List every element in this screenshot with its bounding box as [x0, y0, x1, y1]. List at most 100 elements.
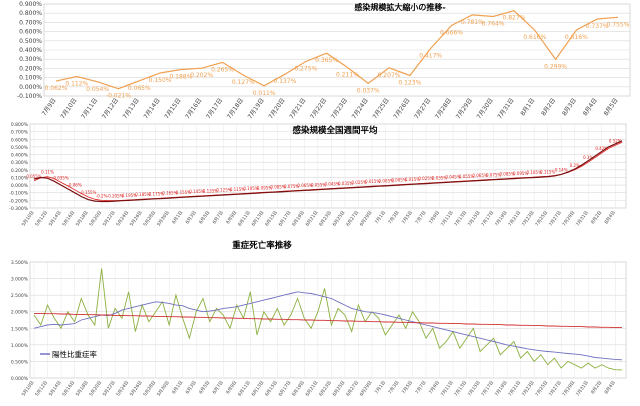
- data-label: 0.265%: [211, 66, 234, 73]
- x-tick-label: 6月11日: [237, 380, 252, 398]
- data-label: -0.195%: [120, 193, 137, 198]
- x-tick-label: 6月19日: [291, 210, 306, 228]
- x-tick-label: 5月22日: [102, 210, 117, 228]
- x-tick-label: 7月3日: [387, 380, 400, 396]
- x-tick-label: 7月7日: [414, 210, 427, 226]
- data-label: -0.065%: [296, 183, 313, 188]
- x-tick-label: 7月3日: [387, 210, 400, 226]
- y-tick-label: 0.000%: [11, 183, 29, 189]
- chart-panel-1: -0.100% 0.000% 0.100% 0.200% 0.300% 0.400% 0.5…: [0, 0, 640, 122]
- data-label: 0.105%: [527, 170, 542, 175]
- x-tick-label: 6月7日: [212, 380, 225, 396]
- x-tick-label: 7月25日: [534, 380, 549, 398]
- data-label: 0.045%: [445, 175, 460, 180]
- data-label: 0.52%: [609, 138, 622, 143]
- data-label: 0.065%: [128, 85, 151, 92]
- x-tick-label: 6月27日: [345, 210, 360, 228]
- x-tick-label: 8月5日: [603, 97, 620, 117]
- x-tick-label: 5月14日: [48, 210, 63, 228]
- data-label: 0.755%: [607, 21, 630, 28]
- x-tick-label: 7月15日: [163, 97, 182, 120]
- data-label: 0.11%: [41, 170, 54, 175]
- x-tick-label: 7月5日: [401, 210, 414, 226]
- x-tick-label: 7月11日: [440, 210, 455, 228]
- data-label: 0.123%: [398, 79, 421, 86]
- data-label: -0.165%: [161, 191, 178, 196]
- data-label: 0.616%: [565, 34, 588, 41]
- x-tick-label: 8月2日: [590, 210, 603, 226]
- x-tick-label: 7月29日: [561, 210, 576, 228]
- data-label: 0.085%: [499, 172, 514, 177]
- data-label: 0.207%: [378, 72, 401, 79]
- x-tick-label: 6月15日: [264, 380, 279, 398]
- x-tick-label: 7月13日: [453, 210, 468, 228]
- data-label: 0.2%: [570, 163, 580, 168]
- data-label: -0.035%: [337, 181, 354, 186]
- y-tick-label: 0.900%: [19, 1, 42, 8]
- data-label: 0.055%: [459, 174, 474, 179]
- x-tick-label: 5月10日: [21, 380, 36, 398]
- x-tick-label: 6月3日: [184, 210, 197, 226]
- y-tick-label: 0.000%: [19, 84, 42, 91]
- x-tick-label: 7月19日: [247, 97, 266, 120]
- x-tick-label: 7月31日: [575, 210, 590, 228]
- x-tick-label: 7月9日: [428, 210, 441, 226]
- x-tick-label: 5月20日: [88, 210, 103, 228]
- x-tick-label: 7月9日: [428, 380, 441, 396]
- x-tick-label: 7月1日: [374, 210, 387, 226]
- x-tick-label: 7月13日: [122, 97, 141, 120]
- x-tick-label: 6月25日: [332, 380, 347, 398]
- x-tick-label: 5月30日: [156, 210, 171, 228]
- data-label: 0.827%: [502, 15, 525, 22]
- x-tick-label: 7月21日: [288, 97, 307, 120]
- x-tick-label: 7月13日: [453, 380, 468, 398]
- y-tick-label: 0.200%: [19, 65, 42, 72]
- data-label: -0.021%: [106, 93, 131, 100]
- data-label: -0.125%: [215, 188, 232, 193]
- y-tick-label: 0.500%: [11, 359, 29, 365]
- x-tick-label: 5月12日: [34, 210, 49, 228]
- x-tick-label: 6月25日: [332, 210, 347, 228]
- data-label: 0.3%: [583, 155, 593, 160]
- data-label: 0.211%: [336, 71, 359, 78]
- data-label: -0.045%: [323, 182, 340, 187]
- data-label: 0.015%: [405, 177, 420, 182]
- y-tick-label: -0.300%: [9, 206, 29, 212]
- x-tick-label: 5月26日: [129, 380, 144, 398]
- x-tick-label: 6月15日: [264, 210, 279, 228]
- x-tick-label: 5月10日: [21, 210, 36, 228]
- data-label: 0.035%: [53, 175, 68, 180]
- x-tick-label: 6月9日: [225, 380, 238, 396]
- legend-label: 陽性比重症率: [52, 349, 97, 359]
- x-tick-label: 7月17日: [205, 97, 224, 120]
- data-label: -0.155%: [80, 190, 97, 195]
- data-label: 0.666%: [440, 30, 463, 37]
- x-tick-label: 5月12日: [34, 380, 49, 398]
- y-tick-label: 0.800%: [11, 122, 29, 128]
- data-label: 0.137%: [274, 78, 297, 85]
- data-label: 0.737%: [586, 23, 609, 30]
- y-tick-label: 2.000%: [11, 310, 29, 316]
- y-tick-label: 0.100%: [11, 175, 29, 181]
- x-tick-label: 6月13日: [250, 380, 265, 398]
- x-tick-label: 7月17日: [480, 380, 495, 398]
- data-label: -0.055%: [310, 182, 327, 187]
- data-label: -0.015%: [364, 179, 381, 184]
- y-tick-label: 0.100%: [19, 75, 42, 82]
- data-label: 0.417%: [419, 52, 442, 59]
- data-label: 0.42%: [595, 146, 608, 151]
- x-tick-label: 7月19日: [494, 210, 509, 228]
- x-tick-label: 7月15日: [467, 380, 482, 398]
- plot-area: [29, 123, 627, 209]
- data-label: 0.781%: [461, 19, 484, 26]
- x-tick-label: 7月9日: [41, 97, 58, 117]
- x-tick-label: 5月18日: [75, 380, 90, 398]
- x-tick-label: 7月25日: [371, 97, 390, 120]
- x-tick-label: 7月29日: [455, 97, 474, 120]
- x-tick-label: 6月1日: [171, 210, 184, 226]
- x-tick-label: 5月16日: [61, 210, 76, 228]
- y-tick-label: -0.100%: [9, 191, 29, 197]
- x-tick-label: 7月28日: [434, 97, 453, 120]
- x-tick-label: 6月21日: [304, 380, 319, 398]
- x-tick-label: 8月4日: [604, 210, 617, 226]
